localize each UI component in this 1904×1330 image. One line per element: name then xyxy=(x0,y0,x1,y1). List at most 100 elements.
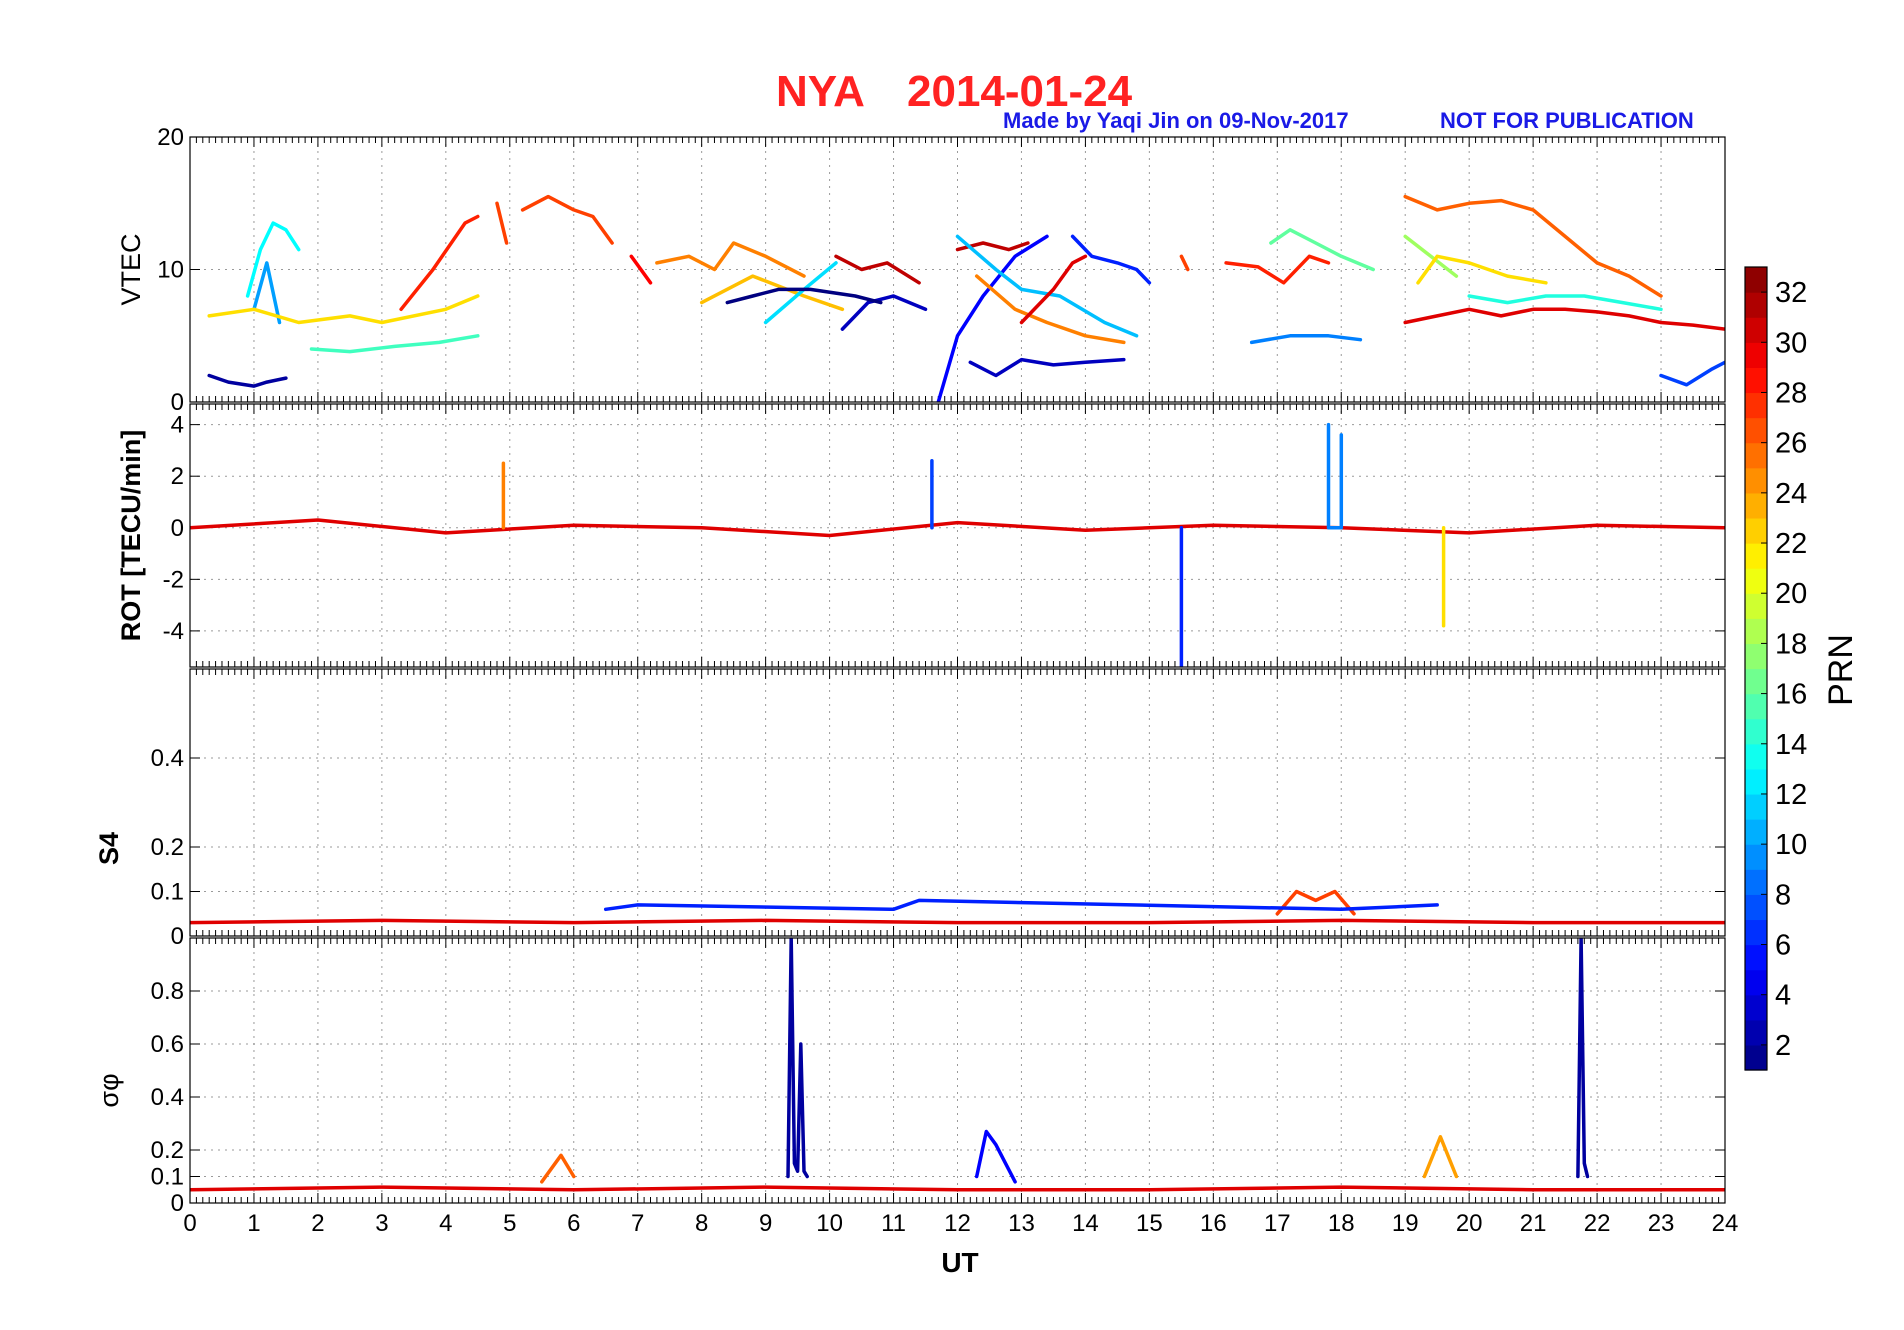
colorbar-segment xyxy=(1745,693,1767,720)
x-tick-label: 6 xyxy=(567,1210,580,1237)
series-prn-14 xyxy=(1467,294,1663,312)
colorbar-segment xyxy=(1745,417,1767,444)
x-tick-label: 19 xyxy=(1392,1210,1419,1237)
colorbar-segment xyxy=(1745,793,1767,820)
x-tick-label: 12 xyxy=(944,1210,971,1237)
y-tick-label: 10 xyxy=(157,257,184,284)
colorbar-segment xyxy=(1745,342,1767,368)
series-prn-25 xyxy=(974,274,1126,345)
y-axis-label: VTEC xyxy=(116,233,146,305)
x-tick-label: 10 xyxy=(816,1210,843,1237)
colorbar-tick-label: 6 xyxy=(1775,930,1791,962)
colorbar-tick-label: 28 xyxy=(1775,377,1807,409)
series-group xyxy=(207,194,1725,402)
series-prn-3 xyxy=(840,294,928,331)
series-prn-16 xyxy=(1269,228,1375,272)
colorbar-tick-label: 4 xyxy=(1775,980,1791,1012)
credit-text: Made by Yaqi Jin on 09-Nov-2017 xyxy=(1003,108,1349,133)
colorbar-tick-label: 14 xyxy=(1775,729,1807,761)
series-prn-9 xyxy=(1249,334,1363,345)
x-tick-label: 3 xyxy=(375,1210,388,1237)
y-tick-label: 0 xyxy=(171,389,184,416)
series-prn-2 xyxy=(786,938,809,1179)
x-tick-label: 21 xyxy=(1520,1210,1547,1237)
colorbar-tick-label: 8 xyxy=(1775,879,1791,911)
series-prn-30 xyxy=(190,918,1725,925)
y-axis-label: S4 xyxy=(94,832,124,865)
x-tick-label: 22 xyxy=(1584,1210,1611,1237)
panel-frame xyxy=(189,403,1726,668)
colorbar-segment xyxy=(1745,392,1767,419)
series-prn-25 xyxy=(655,241,806,278)
y-tick-label: 0 xyxy=(171,515,184,542)
x-tick-label: 2 xyxy=(311,1210,324,1237)
series-prn-26 xyxy=(1403,194,1663,298)
series-prn-3 xyxy=(968,357,1126,378)
x-tick-label: 14 xyxy=(1072,1210,1099,1237)
colorbar-tick-label: 20 xyxy=(1775,578,1807,610)
y-tick-label: 0.2 xyxy=(151,1137,184,1164)
panel-frame xyxy=(189,136,1726,403)
colorbar-segment xyxy=(1745,718,1767,745)
colorbar-segment xyxy=(1745,1019,1767,1046)
series-prn-30 xyxy=(1403,307,1725,331)
y-tick-label: 0.4 xyxy=(151,1084,184,1111)
y-tick-label: 0.1 xyxy=(151,879,184,906)
series-prn-30 xyxy=(190,1185,1725,1192)
x-tick-label: 24 xyxy=(1712,1210,1739,1237)
y-tick-label: 0 xyxy=(171,1190,184,1217)
colorbar-segment xyxy=(1745,969,1767,996)
colorbar-label: PRN xyxy=(1822,634,1860,706)
colorbar-tick-label: 26 xyxy=(1775,428,1807,460)
panel-s4: 0 0.1 0.2 0.4 S4 xyxy=(94,668,1726,950)
colorbar-segment xyxy=(1745,869,1767,895)
colorbar-segment xyxy=(1745,543,1767,569)
colorbar-segment xyxy=(1745,894,1767,921)
colorbar-tick-label: 2 xyxy=(1775,1030,1791,1062)
colorbar-segment xyxy=(1745,768,1767,795)
series-prn-30 xyxy=(190,518,1725,538)
series-prn-13 xyxy=(245,221,301,298)
x-tick-label: 23 xyxy=(1648,1210,1675,1237)
colorbar-segment xyxy=(1745,844,1767,870)
colorbar-segment xyxy=(1745,292,1767,318)
y-tick-label: 0.1 xyxy=(151,1164,184,1191)
series-prn-23 xyxy=(699,274,845,312)
series-prn-18 xyxy=(1403,234,1459,278)
colorbar-segment xyxy=(1745,944,1767,971)
colorbar-segment xyxy=(1745,517,1767,544)
x-tick-label: 4 xyxy=(439,1210,452,1237)
colorbar-segment xyxy=(1745,367,1767,394)
x-tick-label: 7 xyxy=(631,1210,644,1237)
x-axis-label: UT xyxy=(941,1247,978,1278)
colorbar-segment xyxy=(1745,492,1767,519)
y-tick-label: 0.8 xyxy=(151,978,184,1005)
colorbar-tick-label: 30 xyxy=(1775,327,1807,359)
y-axis-label: σφ xyxy=(94,1073,124,1107)
colorbar-tick-label: 18 xyxy=(1775,628,1807,660)
series-prn-6 xyxy=(603,898,1439,912)
series-prn-24 xyxy=(1422,1135,1459,1179)
y-tick-label: 0.4 xyxy=(151,745,184,772)
series-prn-2 xyxy=(207,373,288,388)
y-tick-label: -4 xyxy=(163,618,184,645)
x-tick-label: 8 xyxy=(695,1210,708,1237)
colorbar-segment xyxy=(1745,919,1767,946)
series-prn-28 xyxy=(1224,254,1331,285)
series-prn-6 xyxy=(1070,234,1152,285)
x-tick-label: 11 xyxy=(881,1210,906,1237)
colorbar-segment xyxy=(1745,267,1767,293)
x-tick-label: 0 xyxy=(183,1210,196,1237)
y-tick-label: 4 xyxy=(171,412,184,439)
x-tick-label: 1 xyxy=(247,1210,260,1237)
colorbar-segment xyxy=(1745,568,1767,594)
colorbar-segment xyxy=(1745,593,1767,619)
series-prn-27 xyxy=(1179,254,1190,272)
x-tick-label: 13 xyxy=(1008,1210,1035,1237)
colorbar-tick-label: 22 xyxy=(1775,528,1807,560)
panel-rot: 4 2 0 -2 -4 ROT [TECU/min] xyxy=(116,403,1726,668)
